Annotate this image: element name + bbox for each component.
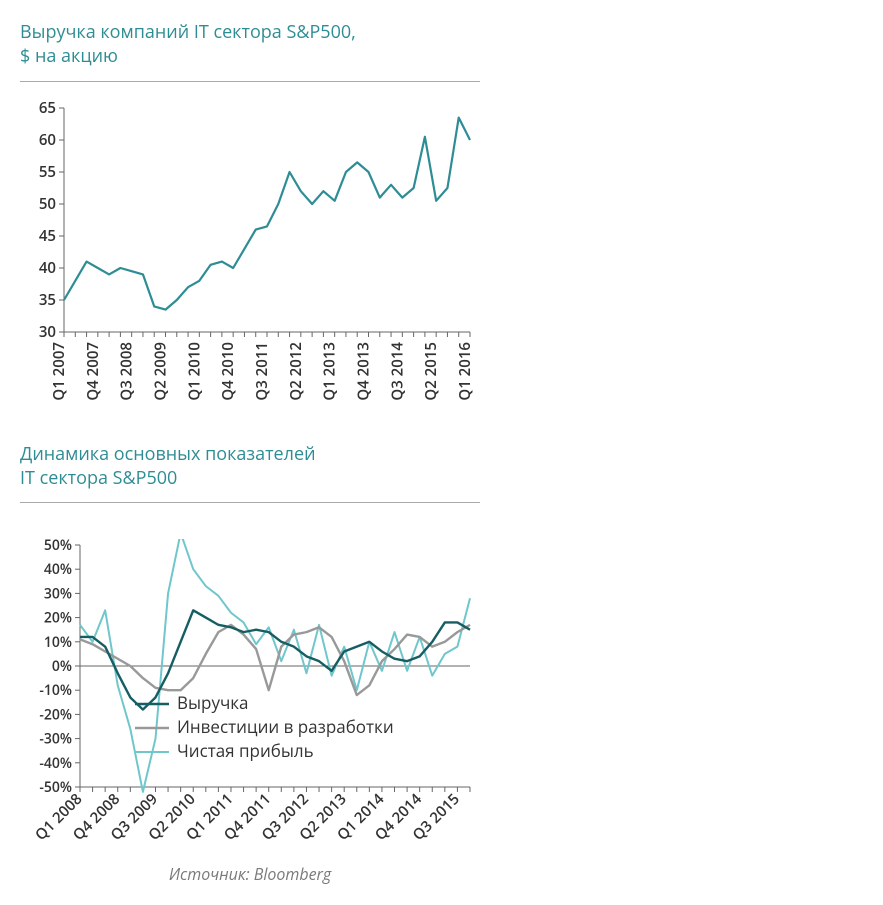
svg-text:35: 35: [39, 290, 56, 310]
svg-text:Q3 2011: Q3 2011: [252, 342, 272, 401]
svg-text:Q1 2013: Q1 2013: [320, 342, 340, 401]
source-label: Источник: Bloomberg: [20, 863, 480, 885]
legend-label: Чистая прибыль: [177, 739, 314, 762]
svg-text:0%: 0%: [52, 657, 72, 676]
svg-text:Q4 2007: Q4 2007: [83, 342, 103, 401]
chart1-series: [64, 117, 470, 309]
legend-label: Выручка: [177, 691, 249, 714]
chart1-svg: 30 35 40 45 50 55 60 65 Q1 2007 Q4 2007 Q3 2008 Q2 …: [20, 102, 480, 402]
svg-text:40%: 40%: [44, 560, 72, 579]
chart1-plot-wrap: 30 35 40 45 50 55 60 65 Q1 2007 Q4 2007 Q3 2008 Q2 …: [20, 102, 863, 402]
svg-text:Q4 2013: Q4 2013: [354, 342, 374, 401]
chart1-divider: [20, 81, 480, 82]
svg-text:20%: 20%: [44, 609, 72, 628]
svg-text:Q2 2009: Q2 2009: [151, 342, 171, 401]
svg-text:40: 40: [39, 258, 56, 278]
svg-text:-40%: -40%: [39, 754, 72, 773]
svg-text:-30%: -30%: [39, 730, 72, 749]
chart2: Динамика основных показателей IT сектора…: [20, 442, 863, 886]
svg-text:60: 60: [39, 130, 56, 150]
chart1-title: Выручка компаний IT сектора S&P500, $ на…: [20, 20, 863, 69]
svg-text:55: 55: [39, 162, 56, 182]
svg-text:Q1 2010: Q1 2010: [184, 342, 204, 401]
svg-text:10%: 10%: [44, 633, 72, 652]
svg-text:Q1 2007: Q1 2007: [49, 342, 69, 401]
svg-text:-10%: -10%: [39, 681, 72, 700]
chart2-series: [80, 611, 470, 710]
svg-text:-20%: -20%: [39, 706, 72, 725]
svg-text:Q2 2015: Q2 2015: [421, 342, 441, 401]
chart2-title: Динамика основных показателей IT сектора…: [20, 442, 863, 491]
legend-label: Инвестиции в разработки: [177, 715, 394, 738]
svg-text:45: 45: [39, 226, 56, 246]
chart2-svg: -50%-40%-30%-20%-10%0%10%20%30%40%50%Q1 …: [20, 539, 480, 859]
svg-text:Q1 2016: Q1 2016: [455, 342, 475, 401]
svg-text:30%: 30%: [44, 585, 72, 604]
svg-text:Q3 2014: Q3 2014: [387, 341, 407, 400]
svg-text:50%: 50%: [44, 539, 72, 555]
chart1: Выручка компаний IT сектора S&P500, $ на…: [20, 20, 863, 402]
svg-text:Q4 2010: Q4 2010: [218, 342, 238, 401]
svg-text:30: 30: [39, 322, 56, 342]
chart2-divider: [20, 502, 480, 503]
svg-text:Q2 2012: Q2 2012: [286, 342, 306, 401]
svg-text:Q3 2008: Q3 2008: [117, 342, 137, 401]
svg-text:50: 50: [39, 194, 56, 214]
page: Выручка компаний IT сектора S&P500, $ на…: [0, 0, 883, 905]
chart2-plot-wrap: -50%-40%-30%-20%-10%0%10%20%30%40%50%Q1 …: [20, 539, 863, 859]
svg-text:65: 65: [39, 102, 56, 118]
